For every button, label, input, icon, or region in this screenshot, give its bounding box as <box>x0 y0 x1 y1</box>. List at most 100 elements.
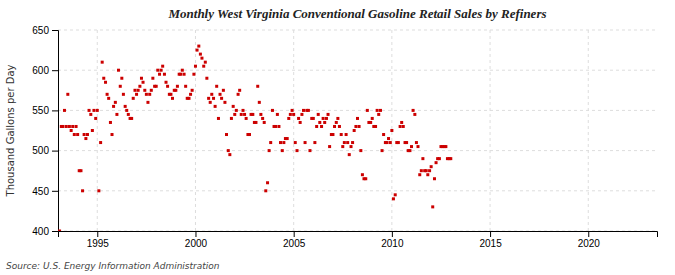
grid-line <box>58 30 657 31</box>
point <box>183 73 186 76</box>
grid-line <box>293 30 294 231</box>
point <box>259 113 262 116</box>
point <box>174 89 177 92</box>
point <box>125 109 128 112</box>
point <box>122 93 125 96</box>
point <box>345 133 348 136</box>
point <box>169 93 172 96</box>
point <box>112 105 115 108</box>
point <box>68 125 71 128</box>
point <box>264 189 267 192</box>
point <box>146 101 149 104</box>
grid-line <box>391 30 392 231</box>
point <box>214 105 217 108</box>
point <box>385 141 388 144</box>
point <box>158 73 161 76</box>
point <box>79 169 82 172</box>
point <box>263 121 266 124</box>
point <box>176 85 179 88</box>
point <box>315 125 318 128</box>
point <box>412 109 415 112</box>
point <box>210 93 213 96</box>
point <box>238 89 241 92</box>
point <box>61 125 64 128</box>
point <box>333 125 336 128</box>
point <box>130 117 133 120</box>
point <box>256 85 259 88</box>
point <box>111 133 114 136</box>
tick-label: 400 <box>32 226 49 237</box>
point <box>138 85 141 88</box>
tick: 2010 <box>381 231 404 249</box>
x-axis: 199520002005201020152020 <box>59 231 658 249</box>
point <box>205 77 208 80</box>
tick-mark <box>392 231 393 237</box>
point <box>120 77 123 80</box>
tick-label: 500 <box>32 145 49 156</box>
point <box>215 85 218 88</box>
tick: 2015 <box>479 231 502 249</box>
point <box>374 125 377 128</box>
point <box>155 85 158 88</box>
grid-line <box>490 30 491 231</box>
tick-label: 2020 <box>578 238 601 249</box>
point <box>212 97 215 100</box>
point <box>81 189 84 192</box>
point <box>299 121 302 124</box>
point <box>418 173 421 176</box>
grid-line <box>97 30 98 231</box>
point <box>104 81 107 84</box>
point <box>323 121 326 124</box>
point <box>143 89 146 92</box>
tick-label: 550 <box>32 105 49 116</box>
point <box>76 133 79 136</box>
point <box>410 145 413 148</box>
tick: 400 <box>32 226 58 237</box>
point <box>163 73 166 76</box>
point <box>400 121 403 124</box>
tick: 450 <box>32 186 58 197</box>
point <box>222 89 225 92</box>
point <box>83 133 86 136</box>
point <box>227 149 230 152</box>
point <box>359 149 362 152</box>
point <box>73 133 76 136</box>
point <box>102 77 105 80</box>
point <box>70 129 73 132</box>
point <box>408 149 411 152</box>
point <box>71 125 74 128</box>
tick-label: 2010 <box>381 238 404 249</box>
point <box>397 141 400 144</box>
point <box>89 113 92 116</box>
tick-mark <box>294 231 295 237</box>
point <box>382 133 385 136</box>
point <box>297 117 300 120</box>
grid-line <box>588 30 589 231</box>
tick: 650 <box>32 25 58 36</box>
point <box>156 69 159 72</box>
point <box>235 109 238 112</box>
point <box>248 133 251 136</box>
plot: 1995200020052010201520204004505005506006… <box>32 25 657 249</box>
point <box>353 129 356 132</box>
point <box>145 93 148 96</box>
point <box>192 73 195 76</box>
point <box>137 89 140 92</box>
grid-line <box>195 30 196 231</box>
point <box>354 125 357 128</box>
point <box>117 69 120 72</box>
point <box>322 117 325 120</box>
point <box>343 141 346 144</box>
tick-mark <box>97 231 98 237</box>
point <box>415 141 418 144</box>
point <box>364 177 367 180</box>
chart: 1995200020052010201520204004505005506006… <box>0 0 675 275</box>
point <box>233 113 236 116</box>
point <box>91 129 94 132</box>
point <box>266 181 269 184</box>
point <box>181 69 184 72</box>
point <box>369 121 372 124</box>
point <box>277 125 280 128</box>
point <box>191 89 194 92</box>
point <box>84 137 87 140</box>
